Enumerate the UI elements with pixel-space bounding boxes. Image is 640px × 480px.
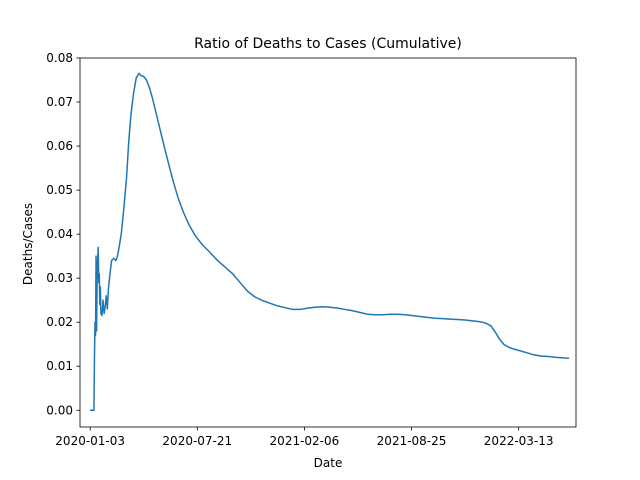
chart-title: Ratio of Deaths to Cases (Cumulative) bbox=[194, 36, 462, 52]
axes-frame bbox=[79, 57, 577, 428]
y-axis-label: Deaths/Cases bbox=[21, 203, 35, 285]
y-tick-label: 0.07 bbox=[46, 95, 73, 109]
x-axis-label: Date bbox=[314, 456, 343, 470]
y-tick-label: 0.02 bbox=[46, 315, 73, 329]
x-tick-label: 2020-01-03 bbox=[55, 434, 125, 448]
x-tick-label: 2020-07-21 bbox=[162, 434, 232, 448]
series-line-0 bbox=[90, 72, 570, 412]
x-tick-label: 2021-02-06 bbox=[270, 434, 340, 448]
x-tick-label: 2022-03-13 bbox=[484, 434, 554, 448]
plot-area: 0.00 0.01 0.02 0.03 0.04 0.05 0.06 0.07 0.08 2020… bbox=[46, 51, 577, 448]
y-tick-label: 0.00 bbox=[46, 403, 73, 417]
y-tick-label: 0.08 bbox=[46, 51, 73, 65]
y-tick-label: 0.03 bbox=[46, 271, 73, 285]
y-tick-label: 0.06 bbox=[46, 139, 73, 153]
x-tick-label: 2021-08-25 bbox=[377, 434, 447, 448]
y-tick-label: 0.04 bbox=[46, 227, 73, 241]
y-tick-label: 0.01 bbox=[46, 359, 73, 373]
y-tick-label: 0.05 bbox=[46, 183, 73, 197]
